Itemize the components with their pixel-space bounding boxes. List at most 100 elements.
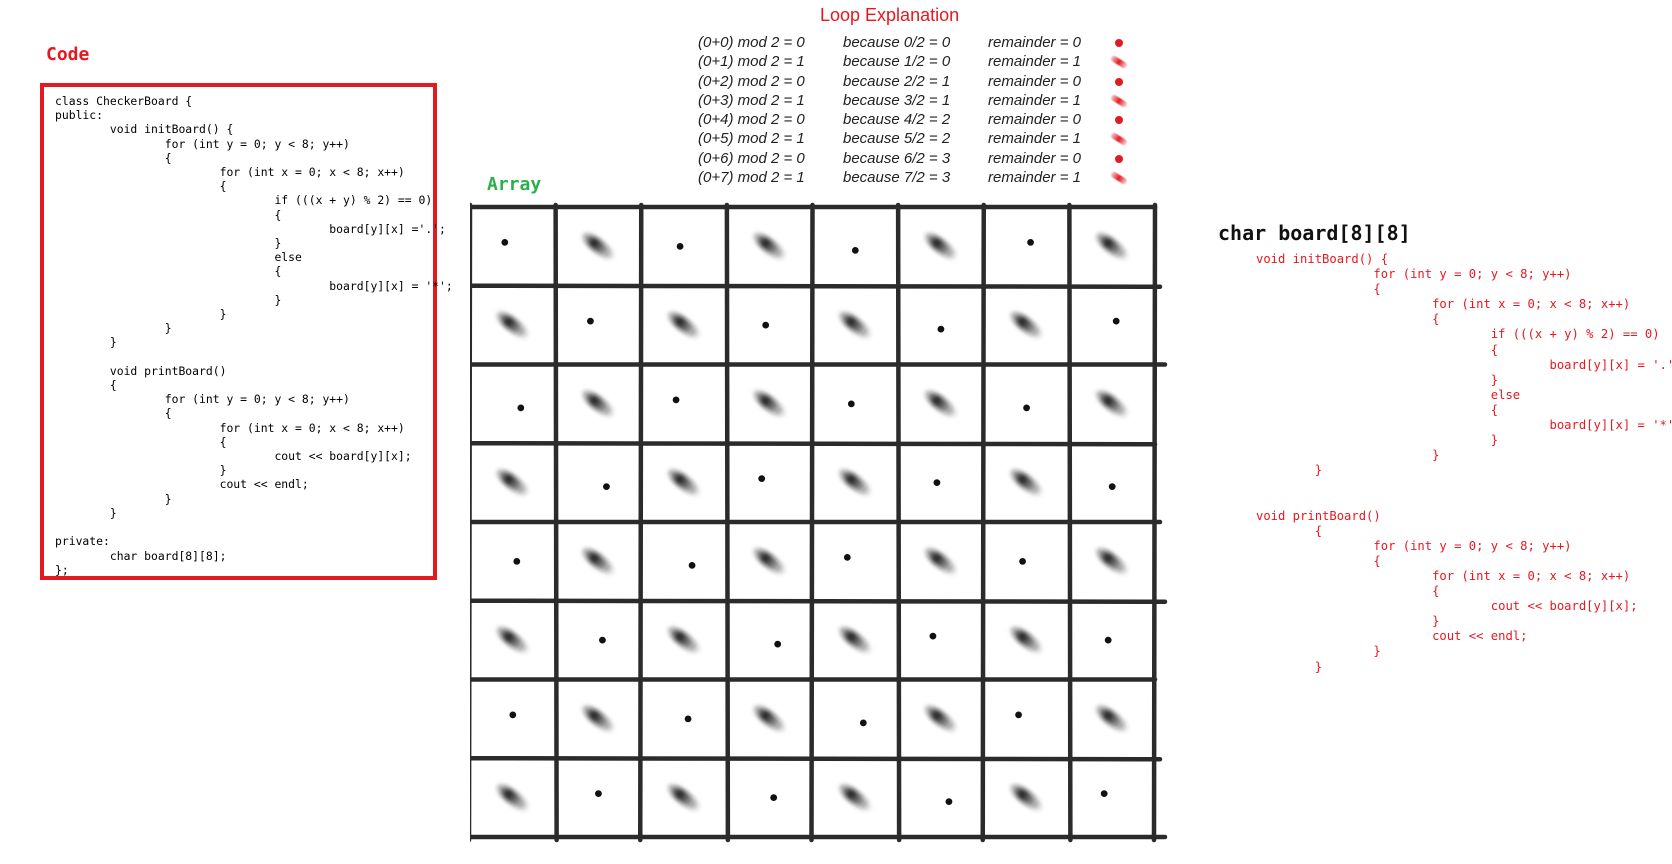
code-line: cout << board[y][x]; [55, 449, 412, 463]
code-line: cout << endl; [55, 477, 309, 491]
array-cell [836, 308, 875, 342]
array-cell [836, 623, 875, 657]
code-line: void initBoard() { [55, 122, 233, 136]
code-line: for (int y = 0; y < 8; y++) [55, 137, 350, 151]
right-code-line: void printBoard() [1256, 509, 1381, 523]
asterisk-smudge-mark [665, 623, 704, 657]
red-dash-icon [1110, 94, 1128, 109]
array-cell [836, 781, 875, 815]
asterisk-smudge-mark [1007, 466, 1046, 500]
dot-mark [685, 715, 692, 722]
red-dash-icon [1110, 171, 1128, 186]
code-listing: class CheckerBoard { public: void initBo… [44, 87, 433, 577]
array-cell [750, 387, 789, 421]
code-line: }; [55, 563, 69, 577]
dot-mark [599, 637, 606, 644]
code-line: } [55, 307, 226, 321]
asterisk-smudge-mark [579, 229, 618, 263]
loop-remainder: remainder = 0 [988, 150, 1081, 167]
right-code-line: if (((x + y) % 2) == 0) [1256, 327, 1660, 341]
code-line: } [55, 463, 226, 477]
red-dot-icon [1115, 78, 1123, 86]
array-cell [579, 229, 618, 263]
array-cell [836, 466, 875, 500]
right-code-line: { [1256, 554, 1381, 568]
grid-line-horizontal [470, 601, 1165, 602]
array-cell [587, 318, 594, 325]
loop-remainder: remainder = 1 [988, 169, 1081, 186]
array-cell [934, 479, 941, 486]
array-cell [1101, 790, 1108, 797]
array-cell [938, 326, 945, 333]
loop-because: because 2/2 = 1 [843, 73, 950, 90]
asterisk-smudge-mark [750, 702, 789, 736]
dot-mark [930, 633, 937, 640]
red-dash-icon [1110, 55, 1128, 70]
array-cell [1027, 239, 1034, 246]
array-cell [1109, 483, 1116, 490]
asterisk-smudge-mark [750, 229, 789, 263]
loop-remainder: remainder = 1 [988, 130, 1081, 147]
loop-remainder: remainder = 1 [988, 92, 1081, 109]
code-line: { [55, 264, 281, 278]
right-code-line: { [1256, 584, 1439, 598]
array-cell [1015, 711, 1022, 718]
dot-mark [513, 558, 520, 565]
array-cell [762, 322, 769, 329]
array-cell [1093, 544, 1132, 578]
dot-mark [1023, 404, 1030, 411]
loop-remainder: remainder = 0 [988, 73, 1081, 90]
code-line: char board[8][8]; [55, 549, 226, 563]
array-grid [470, 200, 1190, 850]
code-line: else [55, 250, 302, 264]
array-cell [1007, 308, 1046, 342]
code-line: } [55, 321, 172, 335]
asterisk-smudge-mark [665, 308, 704, 342]
loop-expression: (0+4) mod 2 = 0 [698, 111, 805, 128]
dot-mark [860, 719, 867, 726]
array-cell [517, 404, 524, 411]
right-code-line: for (int y = 0; y < 8; y++) [1256, 267, 1572, 281]
right-code-line: for (int y = 0; y < 8; y++) [1256, 539, 1572, 553]
array-cell [685, 715, 692, 722]
right-code-line: } [1256, 463, 1322, 477]
code-line: for (int y = 0; y < 8; y++) [55, 392, 350, 406]
array-cell [1093, 387, 1132, 421]
code-line: { [55, 208, 281, 222]
asterisk-smudge-mark [493, 308, 532, 342]
code-line: { [55, 151, 172, 165]
array-cell [860, 719, 867, 726]
array-cell [844, 554, 851, 561]
code-line: { [55, 406, 172, 420]
asterisk-smudge-mark [836, 623, 875, 657]
dot-mark [770, 794, 777, 801]
code-line: public: [55, 108, 103, 122]
asterisk-smudge-mark [750, 387, 789, 421]
array-cell [750, 229, 789, 263]
dot-mark [689, 562, 696, 569]
array-cell [579, 702, 618, 736]
grid-line-horizontal [470, 758, 1160, 759]
array-cell [493, 623, 532, 657]
array-cell [921, 229, 960, 263]
array-cell [595, 790, 602, 797]
loop-explanation-title: Loop Explanation [820, 5, 959, 26]
asterisk-smudge-mark [921, 229, 960, 263]
array-cell [665, 781, 704, 815]
code-line: for (int x = 0; x < 8; x++) [55, 165, 405, 179]
code-line: { [55, 378, 117, 392]
asterisk-smudge-mark [750, 544, 789, 578]
dot-mark [673, 396, 680, 403]
red-dot-icon [1115, 155, 1123, 163]
loop-because: because 7/2 = 3 [843, 169, 950, 186]
right-code-line: for (int x = 0; x < 8; x++) [1256, 569, 1630, 583]
array-cell [946, 798, 953, 805]
code-line: { [55, 179, 226, 193]
red-dot-icon [1115, 116, 1123, 124]
array-cell [1007, 781, 1046, 815]
dot-mark [603, 483, 610, 490]
array-cell [1113, 318, 1120, 325]
code-line: class CheckerBoard { [55, 94, 192, 108]
red-dash-icon [1110, 132, 1128, 147]
loop-expression: (0+2) mod 2 = 0 [698, 73, 805, 90]
